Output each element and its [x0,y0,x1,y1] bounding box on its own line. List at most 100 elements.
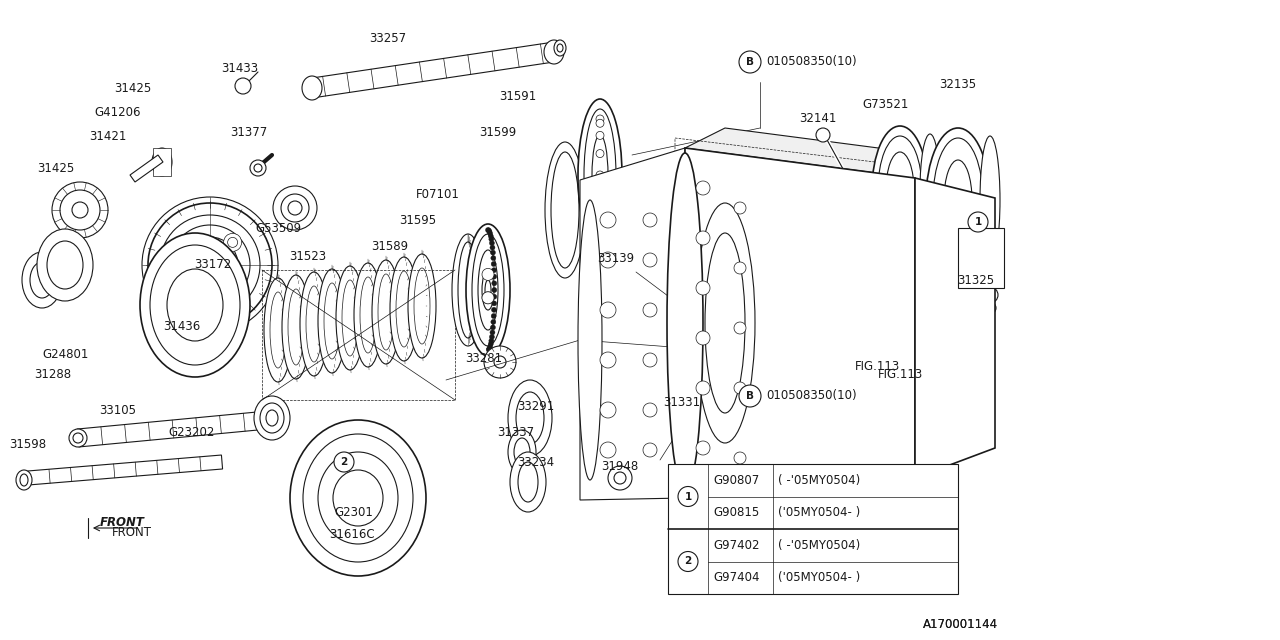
Text: 31436: 31436 [164,319,201,333]
Ellipse shape [166,269,223,341]
Text: 33281: 33281 [466,351,503,365]
Circle shape [490,255,495,260]
Bar [957,228,1004,288]
Ellipse shape [69,429,87,447]
Text: G90815: G90815 [713,506,759,519]
Polygon shape [77,411,269,447]
Ellipse shape [452,234,484,346]
Ellipse shape [494,356,506,368]
Text: A170001144: A170001144 [923,618,997,630]
Ellipse shape [584,109,616,241]
Circle shape [643,303,657,317]
Ellipse shape [360,277,376,353]
Circle shape [486,228,492,233]
Circle shape [490,245,495,250]
Text: 32141: 32141 [799,111,837,125]
Text: ('05MY0504- ): ('05MY0504- ) [778,572,860,584]
Circle shape [596,119,604,127]
Text: FRONT: FRONT [113,525,152,538]
Ellipse shape [15,470,32,490]
Ellipse shape [545,142,585,278]
Circle shape [488,342,493,346]
Circle shape [596,193,604,200]
Text: G2301: G2301 [334,506,374,518]
Text: G53509: G53509 [255,221,301,234]
Ellipse shape [152,148,172,176]
Ellipse shape [886,152,914,228]
Ellipse shape [324,283,340,359]
Ellipse shape [705,233,745,413]
Ellipse shape [52,182,108,238]
Circle shape [492,274,497,279]
Circle shape [483,292,494,304]
Ellipse shape [335,266,364,370]
Ellipse shape [817,128,829,142]
Ellipse shape [270,292,285,368]
Circle shape [492,301,497,306]
Circle shape [182,283,192,292]
Text: 010508350(10): 010508350(10) [765,390,856,403]
Ellipse shape [872,126,928,254]
Circle shape [678,552,698,572]
Ellipse shape [288,201,302,215]
Circle shape [178,278,196,296]
Text: B: B [746,57,754,67]
Ellipse shape [557,44,563,52]
Ellipse shape [236,78,251,94]
Ellipse shape [300,272,328,376]
Ellipse shape [608,466,632,490]
Ellipse shape [170,225,250,305]
Text: 31598: 31598 [9,438,46,451]
Text: 1: 1 [685,492,691,502]
Circle shape [490,330,495,335]
Text: 31325: 31325 [957,273,995,287]
Ellipse shape [264,278,292,382]
Text: G23202: G23202 [169,426,215,438]
Text: 31948: 31948 [602,460,639,472]
Ellipse shape [260,403,284,433]
Circle shape [489,339,494,343]
Circle shape [696,381,710,395]
Ellipse shape [945,160,972,240]
Ellipse shape [333,470,383,526]
Text: G90807: G90807 [713,474,759,487]
Ellipse shape [477,250,498,330]
Text: G41206: G41206 [95,106,141,118]
Ellipse shape [355,263,381,367]
Polygon shape [27,455,223,485]
Circle shape [334,452,355,472]
Ellipse shape [306,286,323,362]
Ellipse shape [317,269,346,373]
Ellipse shape [678,403,698,429]
Circle shape [486,346,492,351]
Circle shape [483,292,494,304]
Text: ('05MY0504- ): ('05MY0504- ) [778,506,860,519]
Text: 31421: 31421 [90,129,127,143]
Text: 31337: 31337 [498,426,535,438]
Circle shape [733,322,746,334]
Text: 33234: 33234 [517,456,554,468]
Circle shape [253,164,262,172]
Circle shape [643,443,657,457]
Circle shape [696,181,710,195]
Text: 31591: 31591 [499,90,536,102]
Circle shape [596,211,604,219]
Circle shape [488,344,493,349]
Polygon shape [915,178,995,478]
Text: FRONT: FRONT [100,516,145,529]
Ellipse shape [303,434,413,562]
Text: 31331: 31331 [663,396,700,408]
Polygon shape [685,148,915,498]
Circle shape [696,331,710,345]
Circle shape [643,403,657,417]
Circle shape [733,202,746,214]
Circle shape [488,234,493,239]
Ellipse shape [396,271,412,347]
Text: 31523: 31523 [289,250,326,262]
Circle shape [596,171,604,179]
Ellipse shape [614,472,626,484]
Text: A170001144: A170001144 [923,618,997,630]
Circle shape [596,223,604,231]
Text: 31288: 31288 [35,367,72,381]
Ellipse shape [273,186,317,230]
